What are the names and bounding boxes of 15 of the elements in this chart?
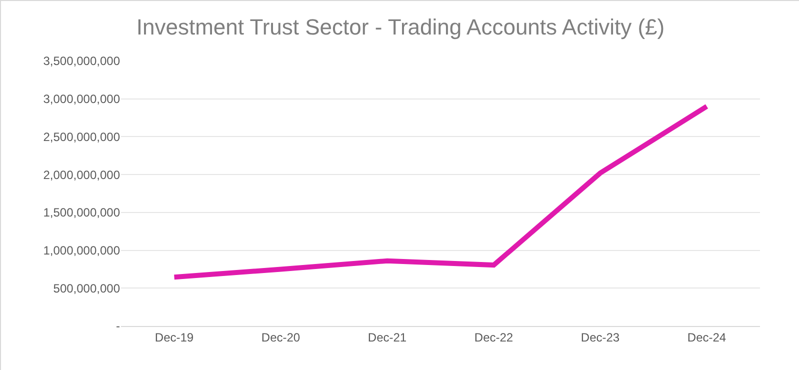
y-tick-label: 2,500,000,000 [43,130,120,144]
y-tick-label: 3,500,000,000 [43,54,120,68]
y-tick-label: 2,000,000,000 [43,168,120,182]
y-tick-label: 500,000,000 [53,281,120,296]
x-tick-label: Dec-20 [261,330,300,344]
x-tick-label: Dec-19 [154,330,194,344]
y-tick-label: 1,500,000,000 [43,206,120,220]
x-tick-label: Dec-21 [368,330,407,344]
x-tick-label: Dec-23 [580,330,620,344]
y-tick-label: - [116,319,120,334]
x-tick-label: Dec-22 [474,330,514,344]
chart-title: Investment Trust Sector - Trading Accounts Activity (£) [136,14,665,40]
y-tick-label: 3,000,000,000 [43,92,120,106]
y-tick-label: 1,000,000,000 [43,243,120,258]
x-tick-label: Dec-24 [687,330,726,344]
